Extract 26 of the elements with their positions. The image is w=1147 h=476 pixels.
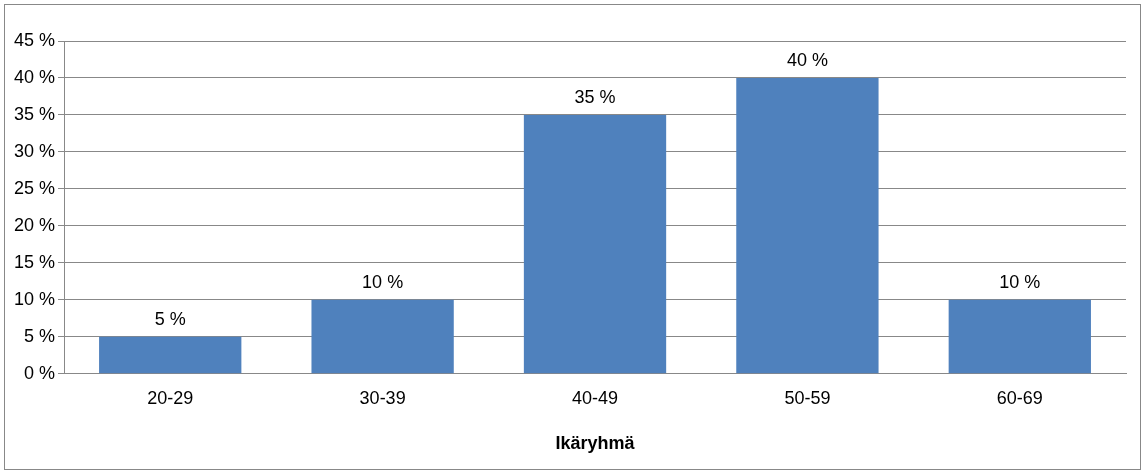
bar — [311, 299, 454, 374]
y-tick-label: 35 % — [14, 103, 56, 124]
data-label: 40 % — [786, 49, 828, 70]
data-label: 5 % — [154, 308, 186, 329]
x-axis-title: Ikäryhmä — [555, 433, 636, 454]
data-label: 10 % — [999, 271, 1041, 292]
y-tick-label: 10 % — [14, 288, 56, 309]
y-tick-label: 5 % — [24, 325, 56, 346]
y-tick-label: 45 % — [14, 29, 56, 50]
data-label: 10 % — [362, 271, 404, 292]
y-tick-label: 15 % — [14, 251, 56, 272]
x-tick-label: 50-59 — [784, 387, 831, 408]
bar — [948, 299, 1091, 374]
x-tick-label: 30-39 — [359, 387, 406, 408]
x-tick-label: 60-69 — [996, 387, 1043, 408]
bar — [523, 114, 667, 374]
y-tick-label: 20 % — [14, 214, 56, 235]
y-tick-label: 30 % — [14, 140, 56, 161]
y-tick-label: 40 % — [14, 66, 56, 87]
bar — [736, 77, 879, 374]
bar — [99, 336, 242, 374]
data-label: 35 % — [574, 86, 616, 107]
x-tick-label: 40-49 — [571, 387, 619, 408]
y-tick-label: 25 % — [14, 177, 56, 198]
x-tick-label: 20-29 — [147, 387, 194, 408]
y-tick-label: 0 % — [24, 362, 56, 383]
